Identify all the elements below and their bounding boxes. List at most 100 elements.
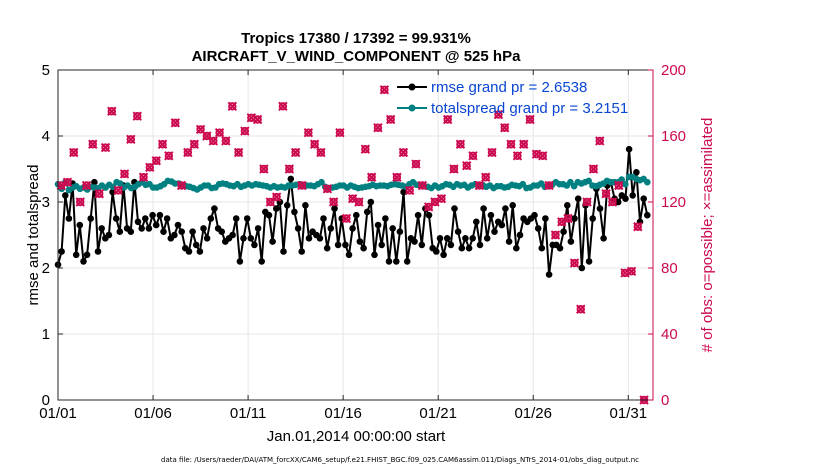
obs-circle bbox=[361, 145, 370, 154]
rmse-point bbox=[265, 211, 273, 219]
obs-count-marker bbox=[442, 114, 453, 125]
rmse-point bbox=[585, 258, 593, 265]
rmse-point bbox=[116, 228, 124, 235]
obs-count-marker bbox=[214, 127, 225, 138]
obs-count-marker bbox=[303, 127, 314, 138]
obs-circle bbox=[310, 140, 319, 149]
rmse-point bbox=[382, 215, 389, 222]
obs-count-marker bbox=[271, 192, 282, 202]
rmse-point bbox=[574, 195, 582, 202]
rmse-point bbox=[469, 235, 477, 242]
obs-count-marker bbox=[607, 197, 618, 207]
obs-count-marker bbox=[328, 197, 339, 207]
obs-circle bbox=[589, 164, 598, 174]
rmse-point bbox=[433, 248, 440, 255]
rmse-point bbox=[258, 258, 266, 265]
obs-count-marker bbox=[335, 127, 345, 138]
obs-circle bbox=[139, 173, 148, 182]
obs-circle bbox=[544, 181, 554, 190]
rmse-point bbox=[62, 192, 69, 199]
obs-circle bbox=[177, 181, 186, 190]
obs-circle bbox=[335, 128, 345, 137]
obs-count-marker bbox=[474, 180, 485, 191]
y-axis-label: rmse and totalspread bbox=[25, 165, 42, 306]
obs-circle bbox=[234, 148, 243, 157]
rmse-point bbox=[320, 215, 327, 222]
rmse-point bbox=[505, 238, 513, 245]
footer-data-file: data file: /Users/raeder/DAI/ATM_forcXX/… bbox=[161, 456, 639, 464]
rmse-point bbox=[414, 211, 422, 219]
obs-circle bbox=[481, 173, 490, 182]
obs-circle bbox=[525, 115, 535, 124]
spread-point bbox=[585, 177, 592, 185]
rmse-point bbox=[625, 145, 633, 153]
rmse-point bbox=[273, 205, 280, 212]
obs-circle bbox=[183, 148, 193, 157]
rmse-point bbox=[443, 235, 451, 242]
x-tick-label: 01/16 bbox=[324, 405, 362, 422]
obs-count-marker bbox=[227, 101, 238, 112]
obs-count-marker bbox=[449, 164, 459, 174]
obs-circle bbox=[221, 136, 231, 146]
obs-circle bbox=[190, 140, 199, 149]
rmse-point bbox=[451, 205, 458, 212]
rmse-point bbox=[476, 241, 484, 249]
obs-count-marker bbox=[563, 213, 573, 224]
rmse-point bbox=[487, 211, 495, 219]
y2-tick-label: 0 bbox=[661, 392, 669, 409]
rmse-point bbox=[287, 175, 295, 183]
rmse-point bbox=[571, 215, 578, 222]
obs-count-marker bbox=[379, 85, 390, 95]
rmse-point bbox=[600, 235, 607, 242]
obs-count-marker bbox=[461, 160, 472, 171]
obs-count-marker bbox=[392, 172, 402, 182]
obs-count-marker bbox=[512, 151, 523, 161]
axes-ticks: 01/01 01/06 01/11 01/16 01/21 01/26 01/31 0 1 2 3 4… bbox=[39, 62, 686, 422]
obs-circle bbox=[354, 197, 364, 207]
obs-circle bbox=[291, 148, 300, 157]
obs-count-marker bbox=[157, 139, 168, 149]
obs-circle bbox=[570, 258, 579, 268]
rmse-point bbox=[374, 221, 382, 229]
legend-rmse-marker bbox=[408, 83, 416, 91]
rmse-point bbox=[396, 228, 404, 235]
obs-count-marker bbox=[132, 111, 142, 121]
rmse-point bbox=[91, 178, 98, 186]
obs-circle bbox=[443, 115, 452, 124]
x-tick-label: 01/31 bbox=[610, 405, 648, 422]
rmse-point bbox=[567, 238, 575, 245]
obs-count-marker bbox=[373, 123, 383, 133]
rmse-point bbox=[269, 238, 276, 245]
obs-count-marker bbox=[519, 139, 529, 149]
spread-point bbox=[618, 176, 625, 183]
obs-count-marker bbox=[588, 164, 599, 174]
rmse-point bbox=[458, 244, 466, 252]
rmse-point bbox=[447, 241, 455, 249]
rmse-point bbox=[363, 208, 371, 216]
obs-circle bbox=[88, 140, 97, 149]
obs-count-marker bbox=[626, 266, 637, 277]
rmse-point bbox=[589, 215, 596, 222]
rmse-point bbox=[596, 205, 604, 212]
obs-circle bbox=[278, 102, 288, 111]
y2-tick-label: 120 bbox=[661, 194, 686, 211]
obs-circle bbox=[595, 136, 604, 146]
y2-tick-label: 200 bbox=[661, 62, 686, 79]
obs-circle bbox=[424, 202, 433, 212]
rmse-point bbox=[462, 235, 469, 242]
rmse-point bbox=[498, 221, 506, 229]
obs-count-marker bbox=[126, 134, 136, 145]
obs-count-marker bbox=[75, 197, 85, 207]
obs-circle bbox=[63, 178, 72, 187]
obs-circle bbox=[399, 148, 408, 157]
obs-count-marker bbox=[81, 180, 92, 191]
obs-count-marker bbox=[195, 124, 206, 135]
obs-count-marker bbox=[88, 139, 98, 149]
obs-circle bbox=[316, 148, 326, 157]
obs-count-marker bbox=[525, 114, 535, 125]
rmse-point bbox=[531, 211, 538, 219]
rmse-point bbox=[560, 228, 567, 235]
rmse-point bbox=[425, 211, 433, 219]
obs-count-marker bbox=[259, 164, 269, 174]
obs-circle bbox=[373, 123, 383, 132]
